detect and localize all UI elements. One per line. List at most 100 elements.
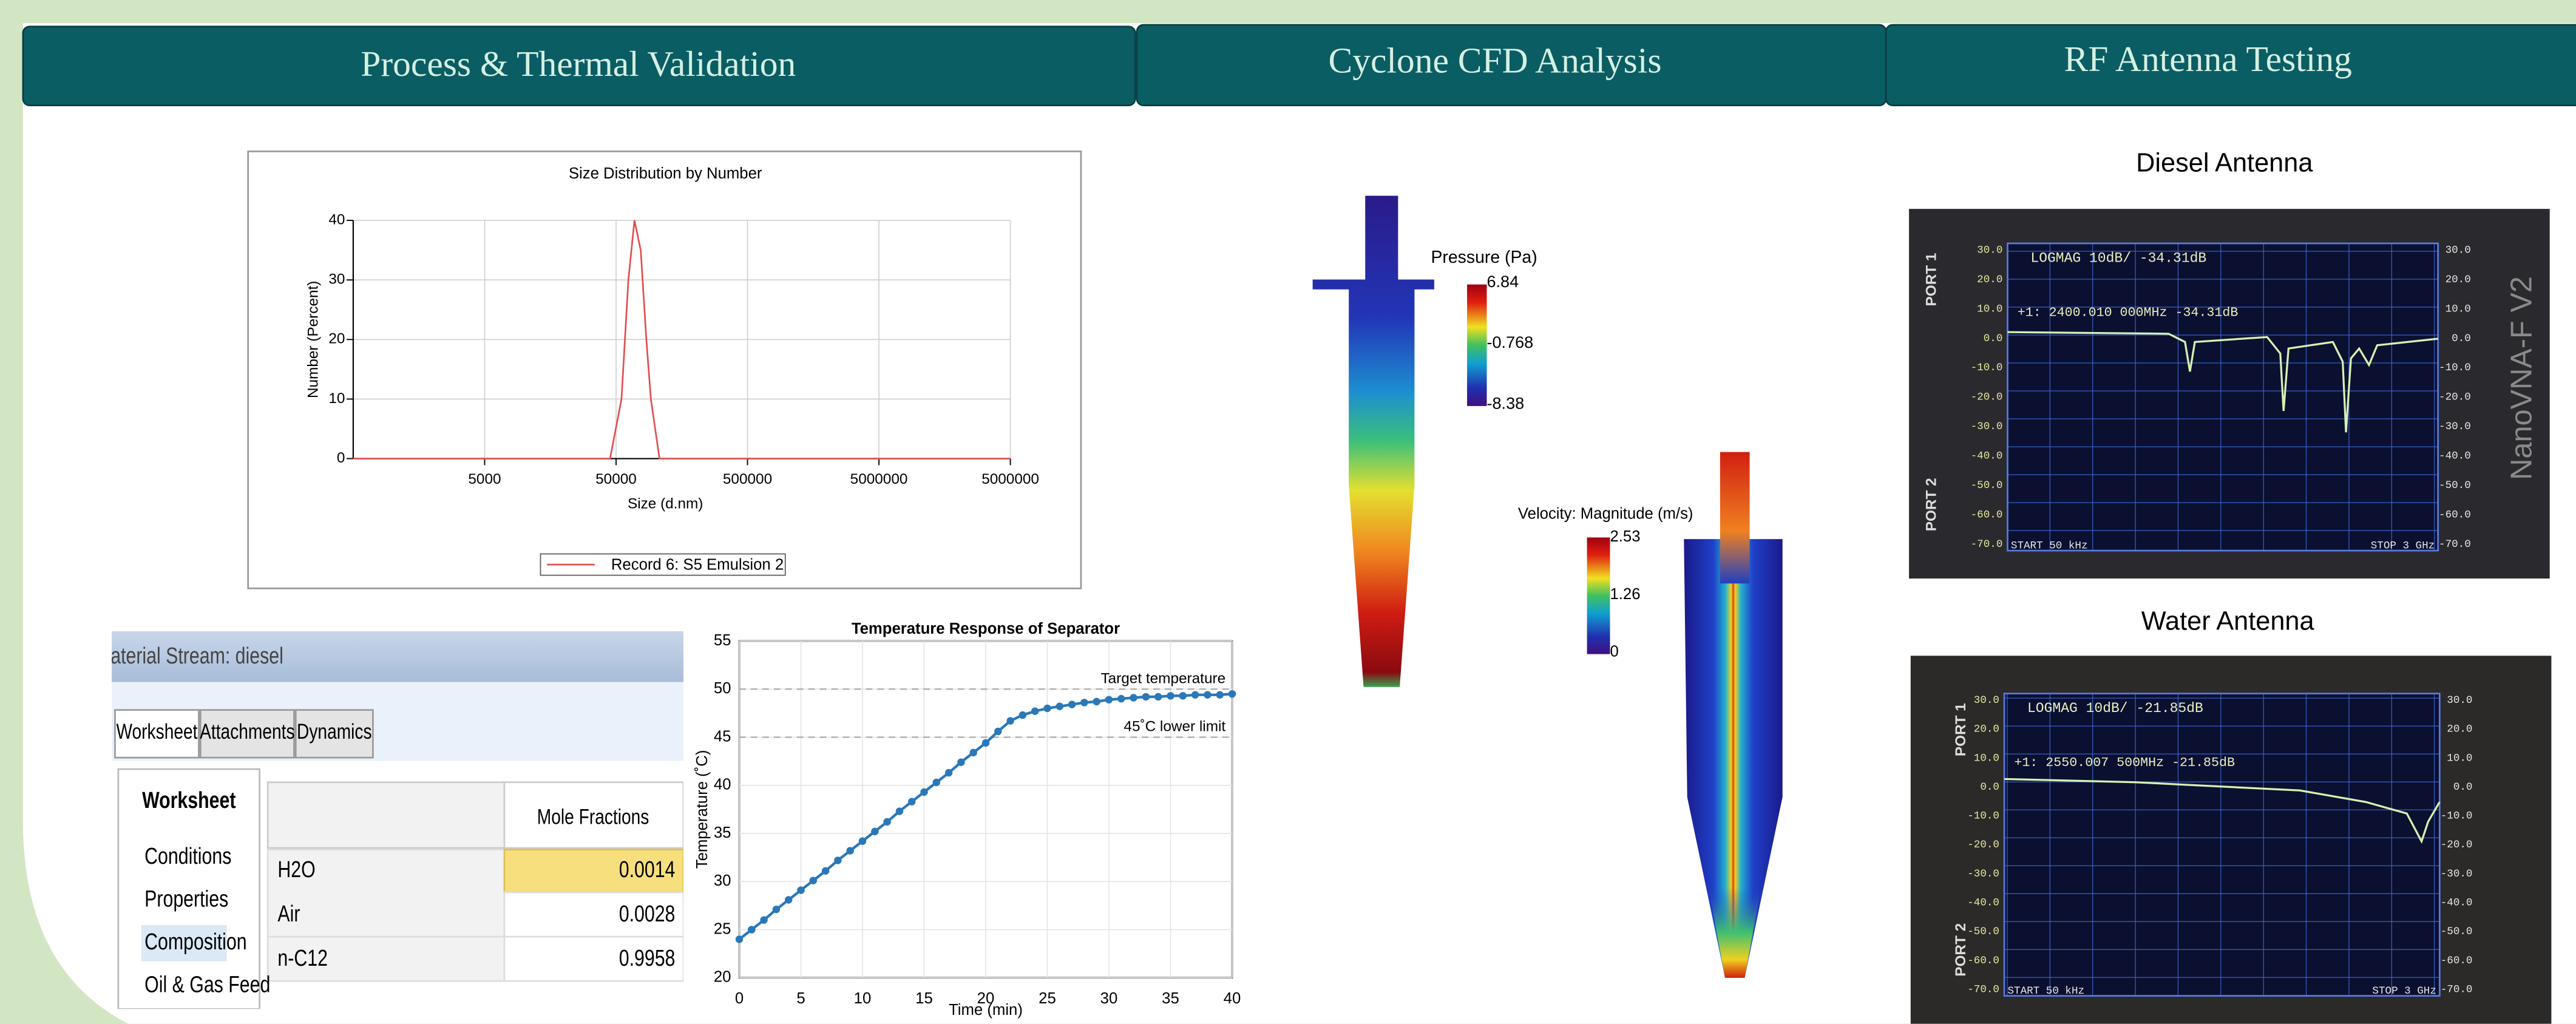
data-point <box>822 867 829 875</box>
data-point <box>810 877 817 884</box>
data-point <box>859 837 866 844</box>
row-value: 0.9958 <box>619 946 676 971</box>
y-axis-label: Number (Percent) <box>305 281 321 398</box>
data-point <box>846 847 853 854</box>
x-tick-label: 40 <box>1224 990 1241 1007</box>
data-point <box>933 779 940 786</box>
vna-scale-left: -60.0 <box>1971 509 2003 521</box>
data-point <box>1167 692 1174 699</box>
vna-scale-left: 30.0 <box>1977 244 2002 256</box>
x-axis-label: Time (min) <box>949 1002 1023 1019</box>
port-label: PORT 1 <box>1923 253 1939 307</box>
colorbar-label: 2.53 <box>1610 528 1641 545</box>
x-tick-label: 500000 <box>723 471 772 487</box>
vna-scale-left: 0.0 <box>1980 781 1999 793</box>
chart-title: Size Distribution by Number <box>569 165 762 182</box>
data-point <box>994 728 1002 735</box>
vna-marker: +1: 2400.010 000MHz -34.31dB <box>2018 305 2239 320</box>
row-value: 0.0028 <box>619 901 676 927</box>
x-tick-label: 35 <box>1162 990 1179 1007</box>
vna-start: START 50 kHz <box>2011 540 2088 552</box>
chart-frame <box>248 151 1081 588</box>
x-tick-label: 25 <box>1039 990 1056 1007</box>
data-point <box>1154 693 1162 700</box>
row-label: n-C12 <box>277 946 328 971</box>
vna-scale-left: -40.0 <box>1971 450 2003 463</box>
vna-scale-right: 30.0 <box>2447 694 2472 707</box>
x-tick-label: 0 <box>735 990 744 1007</box>
vna-scale-left: -30.0 <box>1971 421 2003 433</box>
x-tick-label: 5 <box>796 990 805 1007</box>
vna-scale-left: -50.0 <box>1971 480 2003 492</box>
window-title: Material Stream: diesel <box>95 643 283 669</box>
x-tick-label: 5000000 <box>850 471 908 487</box>
port-label: PORT 1 <box>1953 703 1969 756</box>
colorbar-label: 0 <box>1610 643 1619 660</box>
nav-item: Conditions <box>144 844 231 869</box>
y-tick-label: 55 <box>714 632 731 649</box>
vna-scale-right: 30.0 <box>2446 244 2471 256</box>
vna-scale-left: 30.0 <box>1974 694 1999 707</box>
data-point <box>1006 717 1014 724</box>
data-point <box>1093 698 1100 705</box>
data-point <box>945 769 952 776</box>
vna-scale-right: 0.0 <box>2453 781 2473 793</box>
vna-header: LOGMAG 10dB/ -34.31dB <box>2030 250 2206 266</box>
vna-scale-right: -10.0 <box>2441 810 2473 822</box>
data-point <box>736 935 743 943</box>
vna-scale-left: -10.0 <box>1967 810 1999 822</box>
data-point <box>1179 692 1187 699</box>
vna-scale-right: -70.0 <box>2441 983 2473 995</box>
nav-item: Properties <box>144 886 228 912</box>
vna-marker: +1: 2550.007 500MHz -21.85dB <box>2014 755 2235 770</box>
data-point <box>1068 700 1076 708</box>
colorbar-label: -8.38 <box>1487 394 1525 412</box>
y-tick-label: 45 <box>714 728 731 745</box>
data-point <box>1216 691 1223 699</box>
vna-scale-left: -60.0 <box>1967 955 1999 967</box>
vna-screen <box>2004 694 2439 996</box>
y-tick-label: 35 <box>714 824 731 841</box>
data-point <box>896 807 903 815</box>
data-point <box>1056 703 1063 710</box>
vna-scale-left: -20.0 <box>1971 392 2003 404</box>
chart-title: Temperature Response of Separator <box>852 620 1120 637</box>
port-label: PORT 2 <box>1953 923 1969 977</box>
data-point <box>1142 693 1150 700</box>
tab-label: Worksheet <box>116 719 197 744</box>
data-point <box>982 739 989 747</box>
y-axis-label: Temperature (˚C) <box>694 750 711 869</box>
data-point <box>908 798 915 805</box>
vna-scale-right: -60.0 <box>2439 509 2471 521</box>
data-point <box>797 886 804 893</box>
vna-scale-right: -60.0 <box>2441 955 2473 967</box>
tab-label: Attachments <box>200 719 294 744</box>
vortex-finder <box>1720 452 1750 584</box>
vna-scale-left: -70.0 <box>1967 983 1999 995</box>
vna-scale-right: -10.0 <box>2439 362 2471 374</box>
vna-scale-right: -20.0 <box>2441 839 2473 851</box>
colorbar-title: Pressure (Pa) <box>1431 248 1537 267</box>
data-point <box>1229 690 1236 697</box>
data-point <box>748 926 755 933</box>
slide: Material Stream: diesel WorksheetAttachme… <box>0 0 2576 1024</box>
x-tick-label: 5000 <box>468 471 501 487</box>
vna-scale-left: -50.0 <box>1967 926 1999 938</box>
colorbar-label: -0.768 <box>1487 333 1534 351</box>
data-point <box>773 906 780 913</box>
vna-stop: STOP 3 GHz <box>2372 985 2436 997</box>
vna-stop: STOP 3 GHz <box>2371 540 2435 552</box>
vna-scale-right: -50.0 <box>2439 480 2471 492</box>
x-tick-label: 50000 <box>595 471 637 487</box>
data-point <box>1204 691 1211 699</box>
row-label: H2O <box>277 857 315 883</box>
reference-label: Target temperature <box>1100 670 1225 687</box>
vna-scale-right: 0.0 <box>2452 333 2471 345</box>
data-point <box>785 896 792 903</box>
y-tick-label: 20 <box>328 331 345 347</box>
y-tick-label: 20 <box>714 969 731 986</box>
section-title: Cyclone CFD Analysis <box>1329 41 1662 81</box>
vna-scale-left: 10.0 <box>1974 752 1999 764</box>
row-label: Air <box>277 901 300 927</box>
vna-scale-right: 20.0 <box>2447 724 2472 736</box>
